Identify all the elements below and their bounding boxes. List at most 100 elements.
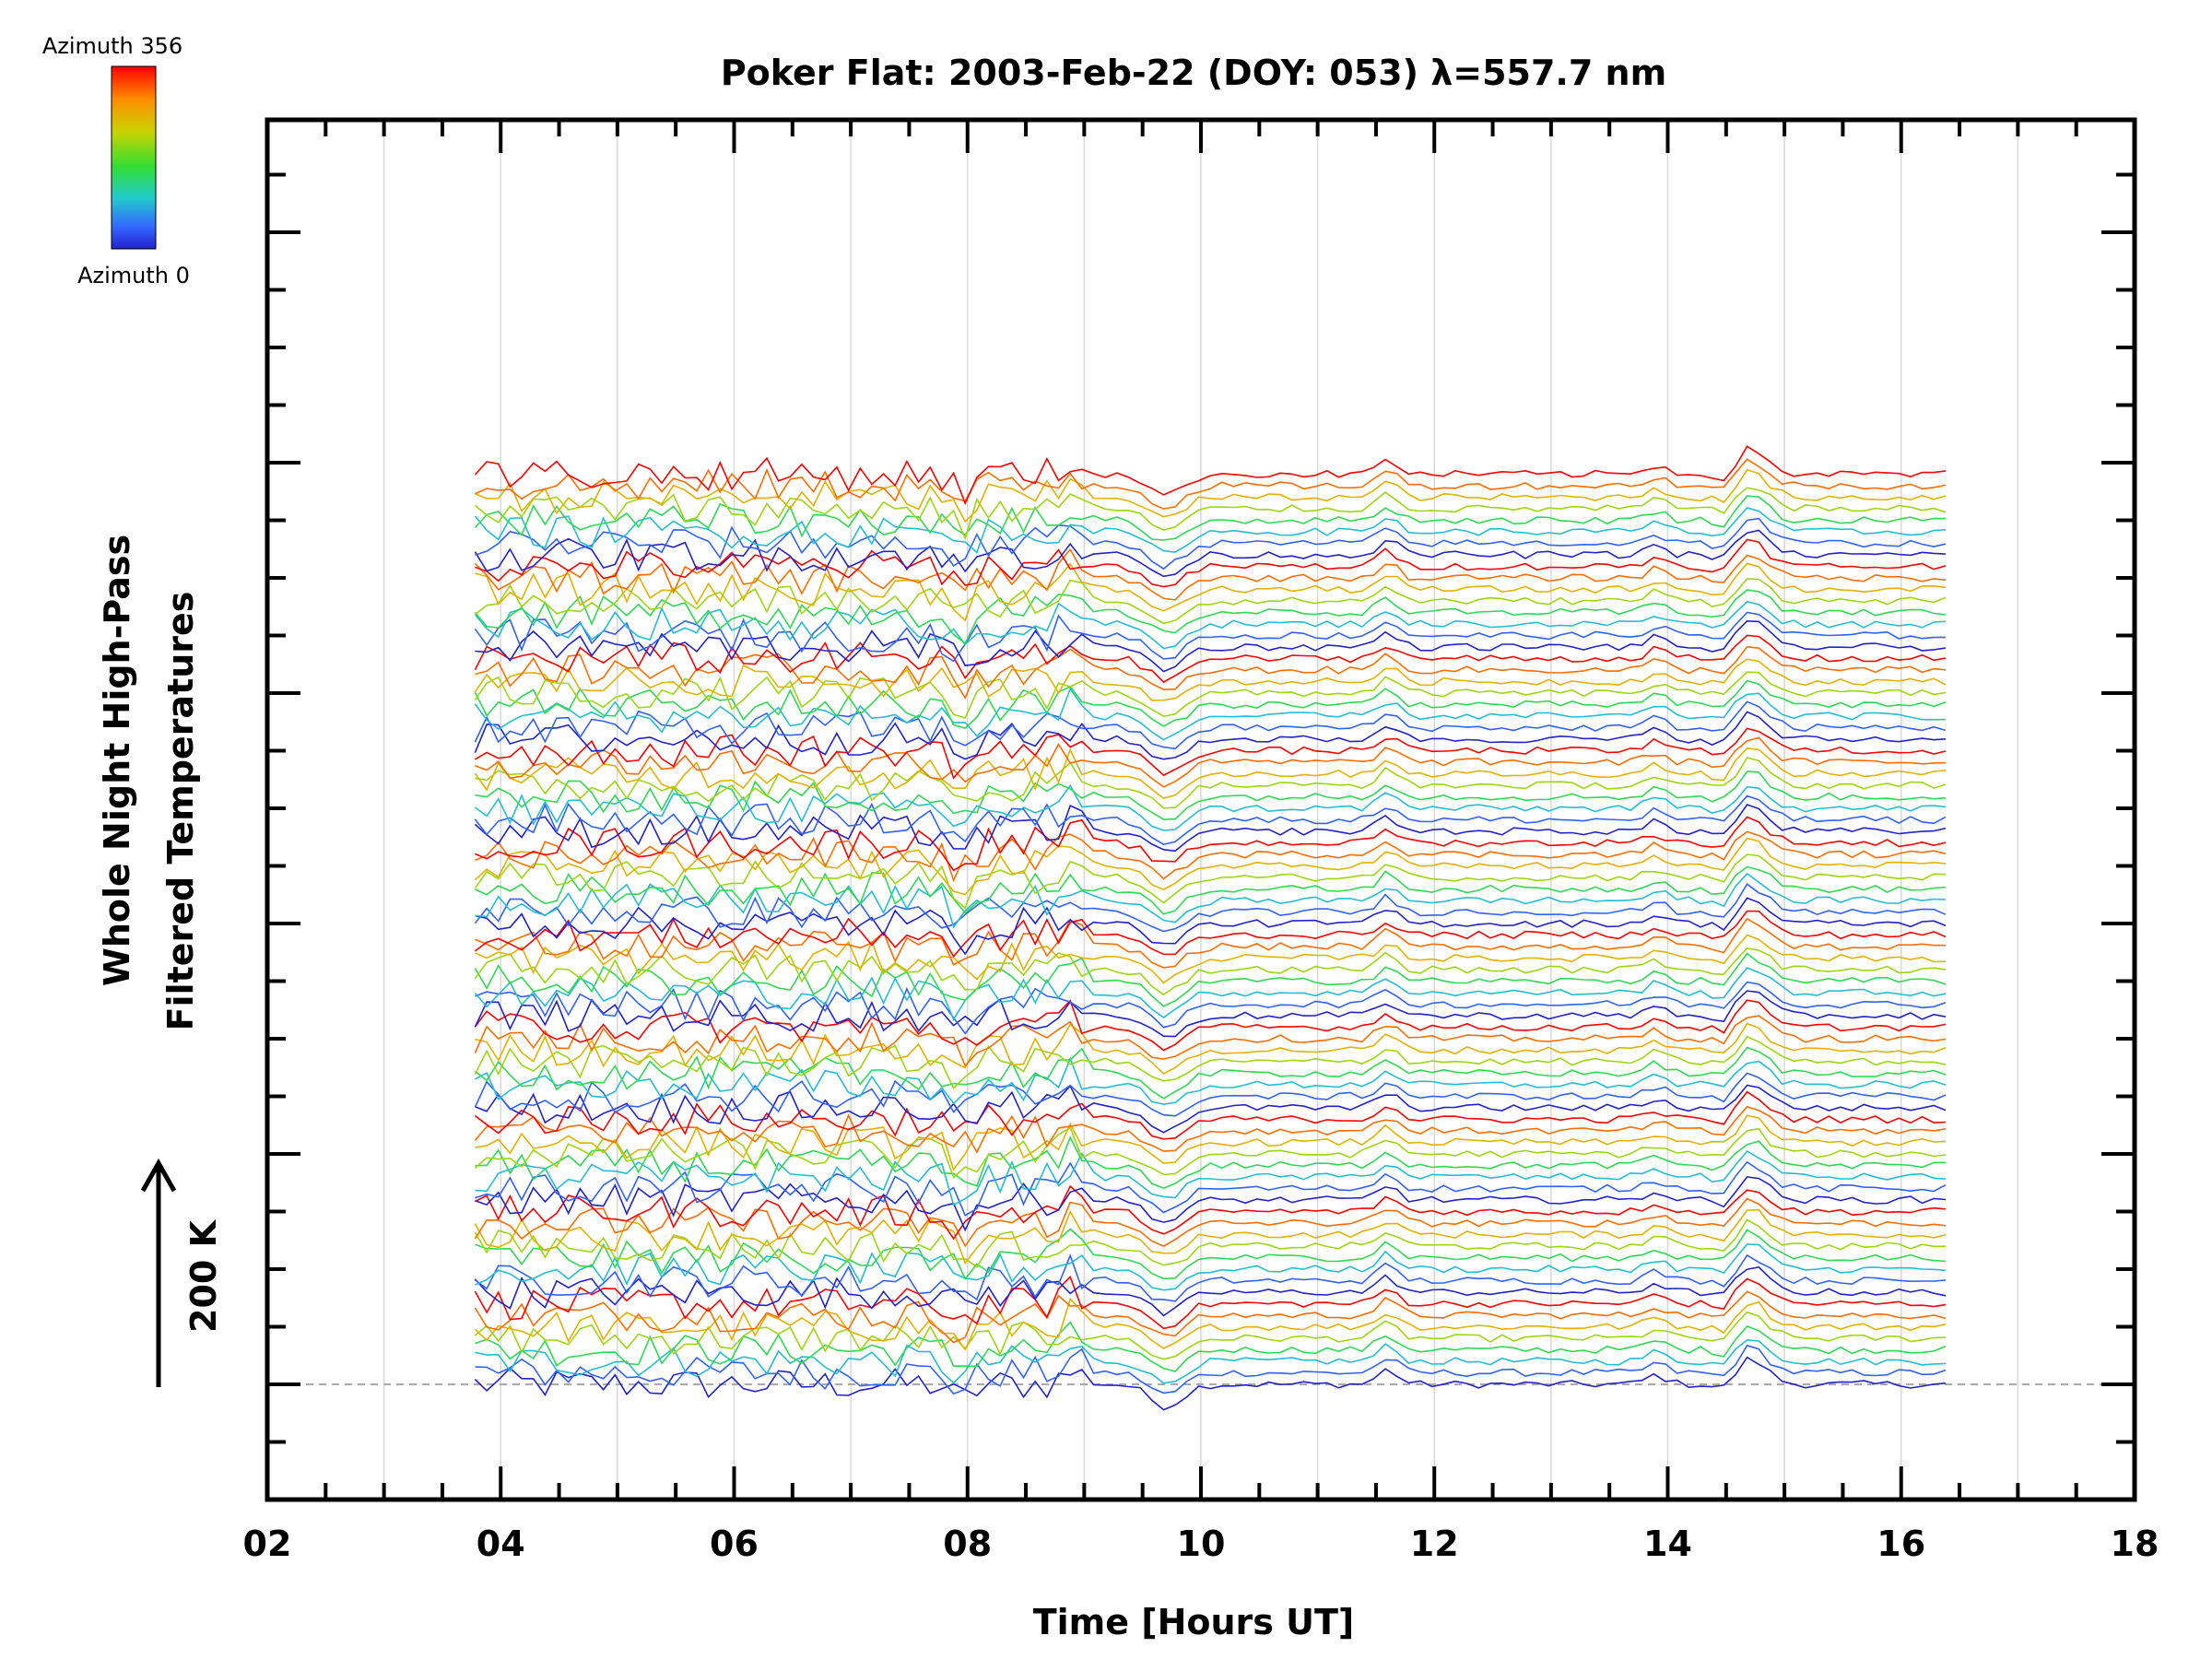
series-line	[474, 1105, 1947, 1154]
series-line	[475, 1056, 1947, 1105]
series-line	[474, 747, 1946, 799]
series-line	[474, 1290, 1947, 1344]
colorbar-top-label: Azimuth 356	[42, 33, 182, 59]
series-line	[474, 853, 1946, 910]
y-axis-label-line-2: Filtered Temperatures	[160, 592, 201, 1031]
chart-title: Poker Flat: 2003-Feb-22 (DOY: 053) λ=557…	[721, 53, 1666, 93]
series-line	[474, 634, 1947, 684]
series-line	[474, 1311, 1946, 1360]
x-tick-label: 08	[943, 1524, 992, 1564]
x-tick-label: 06	[710, 1524, 759, 1564]
x-tick-label: 04	[477, 1524, 525, 1564]
series-line	[474, 671, 1947, 719]
scale-bar-label: 200 K	[183, 1218, 224, 1333]
series-line	[474, 1015, 1947, 1067]
series-line	[475, 1344, 1947, 1395]
series-line	[475, 830, 1947, 883]
series-line	[474, 658, 1947, 701]
series-line	[475, 1149, 1946, 1206]
series-line	[474, 1090, 1946, 1140]
series-line	[475, 981, 1947, 1035]
series-line	[474, 1126, 1946, 1179]
y-axis-label-line-1: Whole Night High-Pass	[97, 535, 137, 986]
series-line	[475, 619, 1947, 673]
series-line	[474, 952, 1947, 1007]
series-line	[474, 883, 1947, 933]
series-line	[474, 1253, 1946, 1302]
series-line	[475, 1243, 1946, 1291]
series-line	[474, 578, 1947, 625]
series-line	[475, 736, 1946, 788]
x-axis-label: Time [Hours UT]	[1033, 1602, 1355, 1642]
series-line	[474, 1208, 1947, 1265]
x-tick-label: 16	[1877, 1524, 1925, 1564]
series-line	[474, 679, 1947, 729]
series-line	[474, 445, 1947, 506]
series-line	[475, 865, 1946, 915]
series-line	[474, 910, 1947, 958]
series-line	[474, 529, 1946, 578]
series-line	[474, 990, 1947, 1038]
axis-ticks	[265, 120, 2136, 1500]
series-line	[474, 1072, 1947, 1117]
series-line	[474, 1197, 1946, 1248]
series-line	[475, 897, 1947, 956]
series-line	[474, 1046, 1947, 1100]
series-line	[474, 495, 1946, 541]
series-line	[474, 1266, 1947, 1317]
series-line	[474, 967, 1947, 1021]
series-line	[475, 1160, 1947, 1217]
series-line	[474, 947, 1947, 996]
series-line	[475, 645, 1946, 700]
series-lines	[474, 445, 1947, 1411]
series-line	[474, 700, 1947, 750]
x-tick-label: 12	[1410, 1524, 1459, 1564]
series-line	[474, 506, 1946, 554]
series-line	[474, 711, 1946, 760]
series-line	[475, 562, 1946, 622]
series-line	[474, 1356, 1946, 1411]
x-tick-labels: 02 04 06 08 10 12 14 16 18	[243, 1524, 2159, 1564]
series-line	[474, 1035, 1947, 1089]
series-line	[474, 1297, 1947, 1351]
series-line	[475, 771, 1946, 820]
series-line	[475, 1022, 1947, 1075]
series-line	[475, 458, 1947, 510]
series-line	[475, 872, 1946, 929]
series-line	[474, 727, 1947, 780]
x-tick-label: 14	[1643, 1524, 1692, 1564]
series-line	[475, 934, 1946, 984]
series-line	[474, 1218, 1946, 1268]
series-line	[475, 816, 1947, 872]
series-line	[474, 611, 1946, 663]
series-line	[475, 1114, 1946, 1171]
series-line	[475, 757, 1947, 809]
series-line	[474, 487, 1947, 541]
series-line	[475, 1339, 1946, 1384]
series-line	[475, 1135, 1946, 1190]
x-tick-label: 18	[2111, 1524, 2159, 1564]
series-line	[474, 589, 1946, 645]
series-line	[475, 538, 1947, 588]
scale-bar-arrowhead	[140, 1158, 177, 1193]
series-line	[475, 1184, 1946, 1241]
x-tick-label: 02	[243, 1524, 292, 1564]
series-line	[475, 468, 1947, 524]
series-line	[474, 687, 1946, 741]
series-line	[474, 837, 1946, 896]
x-tick-label: 10	[1177, 1524, 1226, 1564]
series-line	[474, 600, 1946, 650]
series-line	[475, 1321, 1947, 1372]
series-line	[474, 804, 1947, 853]
colorbar	[111, 65, 157, 250]
series-line	[474, 1275, 1947, 1330]
series-line	[474, 999, 1947, 1052]
series-line	[474, 783, 1946, 831]
series-line	[475, 1084, 1947, 1134]
series-line	[475, 917, 1946, 969]
series-line	[475, 1228, 1946, 1281]
colorbar-bottom-label: Azimuth 0	[77, 263, 190, 288]
series-line	[475, 517, 1947, 571]
series-line	[474, 547, 1946, 601]
